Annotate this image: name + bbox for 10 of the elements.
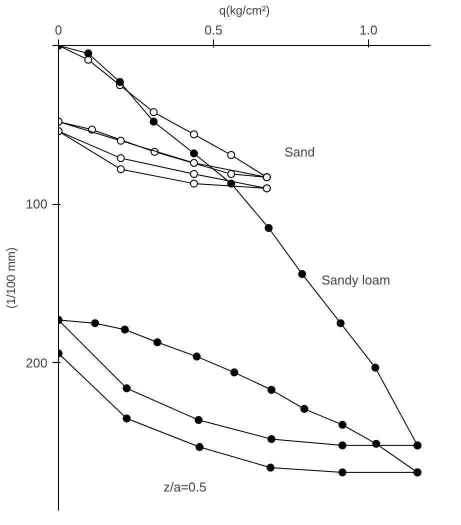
y-axis-title: (1/100 mm) [4, 247, 18, 309]
y-tick-label: 200 [26, 355, 48, 370]
y-tick-label: 100 [26, 196, 48, 212]
x-axis-title: q(kg/cm²) [219, 4, 270, 18]
annotation: z/a=0.5 [164, 480, 207, 494]
annotation: Sand [284, 144, 315, 160]
x-tick-label: 0.5 [204, 22, 223, 38]
x-tick-label: 1.0 [359, 22, 378, 38]
x-tick-label: 0 [54, 22, 62, 38]
annotation: Sandy loam [322, 272, 390, 288]
